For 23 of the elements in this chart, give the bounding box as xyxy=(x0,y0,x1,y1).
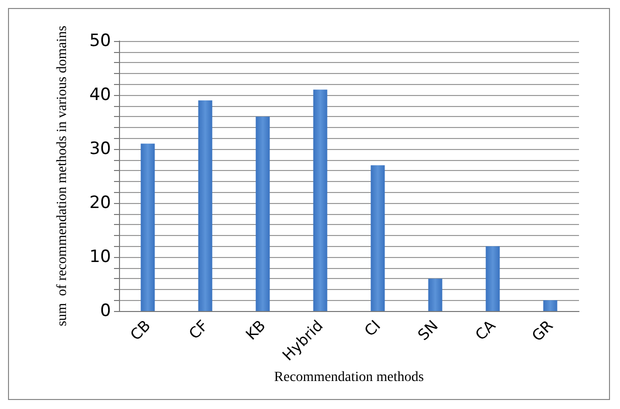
bar xyxy=(370,165,385,311)
bar xyxy=(428,278,442,311)
x-tick-label: GR xyxy=(528,316,557,345)
bar xyxy=(313,90,328,311)
y-tick-label: 0 xyxy=(100,301,111,321)
x-axis-title: Recommendation methods xyxy=(274,370,424,385)
y-tick-label: 40 xyxy=(89,85,111,105)
x-tick-label: CB xyxy=(126,316,154,344)
x-tick-label: CF xyxy=(185,316,212,343)
x-tick-label: CA xyxy=(472,316,500,344)
y-tick-label: 10 xyxy=(89,247,111,267)
bar xyxy=(256,116,270,311)
y-tick-label: 50 xyxy=(89,31,111,51)
x-tick-label: SN xyxy=(414,316,442,344)
bar xyxy=(486,246,500,311)
y-tick-label: 30 xyxy=(89,139,111,159)
x-tick-label: KB xyxy=(242,316,270,344)
bar xyxy=(140,144,155,311)
bar xyxy=(543,300,558,311)
bar xyxy=(198,100,212,311)
y-tick-label: 20 xyxy=(89,193,111,213)
x-tick-label: CI xyxy=(360,316,384,340)
y-axis-title: sum of recommendation methods in various domains xyxy=(55,26,70,326)
